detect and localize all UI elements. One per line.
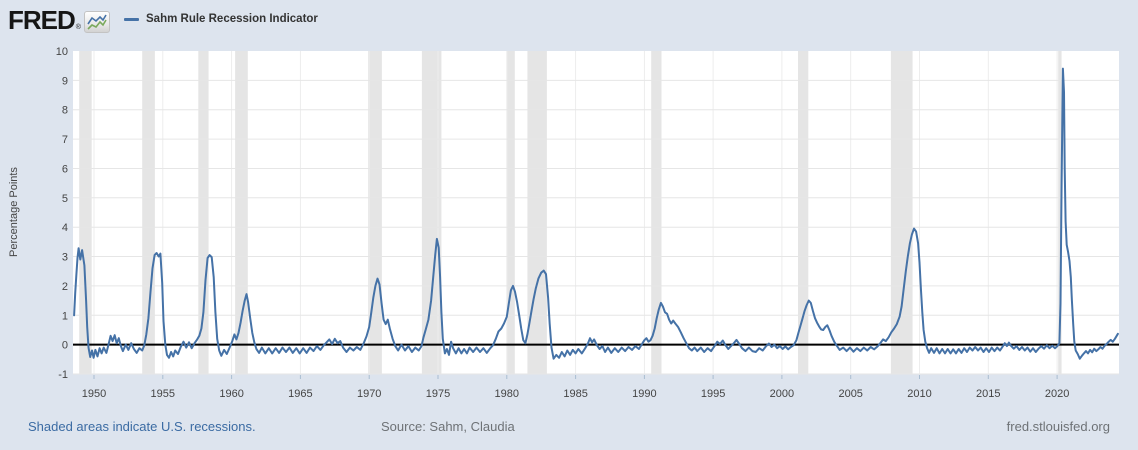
- x-tick-label: 1950: [82, 388, 106, 400]
- x-tick-label: 1960: [219, 388, 243, 400]
- y-tick-label: 2: [62, 281, 68, 293]
- y-tick-label: 6: [62, 164, 68, 176]
- recession-band: [798, 51, 809, 374]
- x-tick-label: 1995: [701, 388, 725, 400]
- y-tick-label: 4: [62, 222, 68, 234]
- sahm-rule-chart[interactable]: 1950 1955 1960 1965 1970 1975 1980 1985 1990 1995…: [0, 0, 1138, 412]
- recession-band: [235, 51, 248, 374]
- y-tick-label: 10: [56, 46, 68, 58]
- x-tick-label: 1975: [426, 388, 450, 400]
- fred-site-link[interactable]: fred.stlouisfed.org: [1006, 419, 1110, 434]
- fred-logo-registered-mark: ®: [75, 24, 81, 31]
- x-tick-label: 2010: [907, 388, 931, 400]
- series-legend-label: Sahm Rule Recession Indicator: [146, 13, 318, 25]
- fred-logo[interactable]: FRED ®: [8, 7, 110, 33]
- series-legend: Sahm Rule Recession Indicator: [124, 0, 318, 38]
- series-color-dash-icon: [124, 17, 139, 21]
- y-tick-label: 8: [62, 105, 68, 117]
- recession-band: [198, 51, 209, 374]
- x-tick-label: 1980: [495, 388, 519, 400]
- x-tick-label: 2000: [770, 388, 794, 400]
- header: FRED ®: [8, 4, 110, 36]
- x-tick-label: 1955: [151, 388, 175, 400]
- recession-band: [142, 51, 155, 374]
- recession-band: [1058, 51, 1062, 374]
- recession-band: [651, 51, 662, 374]
- recession-band: [506, 51, 515, 374]
- recession-band: [79, 51, 92, 374]
- y-tick-label: 3: [62, 252, 68, 264]
- sahm-rule-line: [73, 67, 1119, 360]
- fred-logo-text: FRED: [8, 5, 76, 35]
- recession-band: [368, 51, 382, 374]
- y-tick-label: 9: [62, 75, 68, 87]
- x-tick-label: 1985: [563, 388, 587, 400]
- recession-band: [421, 51, 442, 374]
- x-tick-label: 1965: [288, 388, 312, 400]
- y-tick-label: 7: [62, 134, 68, 146]
- plot-area[interactable]: [73, 51, 1119, 374]
- x-tick-label: 2020: [1045, 388, 1069, 400]
- y-tick-label: -1: [58, 369, 68, 381]
- x-tick-label: 2015: [976, 388, 1000, 400]
- source-text: Source: Sahm, Claudia: [381, 419, 515, 434]
- recession-band: [890, 51, 913, 374]
- recession-band: [527, 51, 547, 374]
- y-tick-label: 0: [62, 340, 68, 352]
- y-tick-label: 5: [62, 193, 68, 205]
- x-tick-label: 1990: [632, 388, 656, 400]
- x-tick-label: 1970: [357, 388, 381, 400]
- y-tick-label: 1: [62, 310, 68, 322]
- recessions-note-link[interactable]: Shaded areas indicate U.S. recessions.: [28, 419, 256, 434]
- x-tick-label: 2005: [838, 388, 862, 400]
- fred-logo-chart-icon: [83, 11, 110, 33]
